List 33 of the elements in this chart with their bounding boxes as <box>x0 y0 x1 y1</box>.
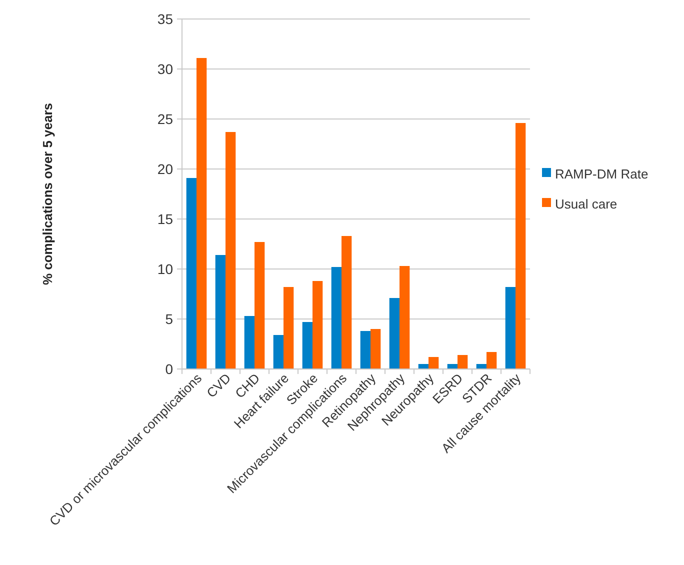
bar <box>186 178 196 369</box>
y-tick-label: 30 <box>157 60 174 77</box>
bar <box>273 335 284 369</box>
bar <box>505 287 516 369</box>
bar <box>342 236 352 369</box>
y-tick-label: 25 <box>157 110 174 127</box>
bar <box>486 352 497 369</box>
bar <box>370 329 381 369</box>
y-tick-label: 0 <box>165 360 174 377</box>
y-tick-label: 10 <box>157 260 174 277</box>
y-tick-label: 5 <box>165 310 174 327</box>
bar <box>516 123 526 369</box>
y-axis-title: % complications over 5 years <box>40 102 55 286</box>
bar <box>244 316 254 369</box>
y-tick-label: 35 <box>157 10 174 27</box>
bar <box>215 255 226 369</box>
bar <box>331 267 342 369</box>
bar <box>302 322 312 369</box>
bar <box>254 242 265 369</box>
bar <box>428 357 439 369</box>
legend-label: Usual care <box>555 196 618 212</box>
bar <box>312 281 323 369</box>
bar <box>389 298 400 369</box>
bar <box>284 287 294 369</box>
y-tick-label: 15 <box>157 210 174 227</box>
bar <box>458 355 468 369</box>
bar <box>360 331 370 369</box>
bar <box>196 58 207 369</box>
y-tick-label: 20 <box>157 160 174 177</box>
bar <box>400 266 410 369</box>
x-tick-label: CVD <box>204 370 234 401</box>
bar <box>226 132 236 369</box>
legend-label: RAMP-DM Rate <box>555 166 648 182</box>
